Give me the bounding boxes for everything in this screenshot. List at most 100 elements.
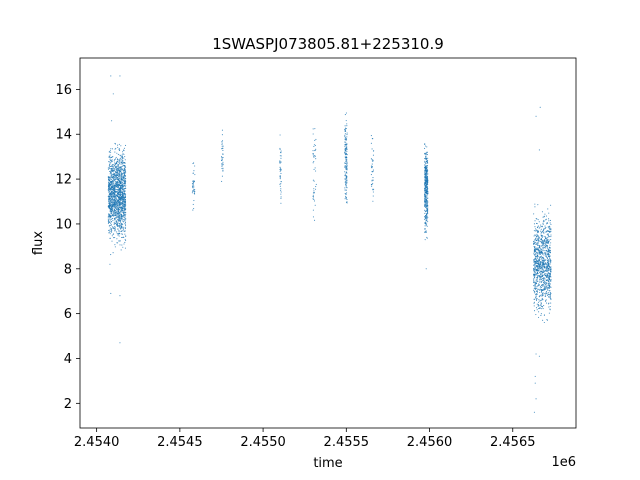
data-point	[537, 274, 539, 277]
data-point	[535, 217, 537, 220]
data-point	[117, 233, 119, 235]
data-point	[117, 165, 119, 167]
data-point	[123, 153, 125, 155]
data-point	[550, 297, 552, 300]
data-point	[119, 159, 121, 161]
data-point	[116, 208, 118, 210]
data-point	[345, 168, 347, 170]
data-point	[544, 259, 546, 261]
data-point	[110, 193, 112, 195]
data-point	[124, 193, 126, 195]
data-point	[542, 308, 544, 310]
data-point	[535, 256, 537, 258]
data-point	[112, 166, 114, 168]
data-point	[536, 253, 538, 255]
data-point	[111, 191, 113, 193]
data-point	[537, 248, 539, 250]
data-point	[345, 189, 347, 191]
data-point	[427, 200, 429, 202]
data-point	[115, 210, 117, 212]
data-point	[125, 213, 127, 215]
data-point	[535, 279, 537, 281]
data-point	[191, 182, 193, 185]
data-point	[193, 189, 195, 191]
data-point	[108, 197, 110, 199]
data-point	[424, 179, 427, 181]
data-point	[533, 254, 536, 256]
data-point	[427, 221, 429, 223]
data-point	[535, 295, 537, 297]
data-point	[109, 263, 111, 265]
data-point	[346, 164, 348, 166]
data-point	[549, 280, 552, 282]
data-point	[346, 123, 348, 125]
data-point	[534, 261, 537, 263]
data-point	[539, 279, 541, 281]
data-point	[113, 215, 115, 217]
data-point	[120, 193, 122, 195]
data-point	[122, 165, 124, 167]
data-point	[221, 157, 223, 159]
data-point	[537, 284, 539, 286]
data-point	[117, 183, 119, 185]
data-point	[111, 221, 113, 223]
data-point	[120, 145, 122, 147]
data-point	[116, 194, 118, 196]
data-point	[192, 163, 194, 165]
data-point	[537, 276, 539, 278]
data-point	[548, 240, 550, 242]
data-point	[346, 157, 348, 159]
data-point	[427, 216, 429, 218]
data-point	[114, 178, 116, 180]
data-point	[426, 172, 428, 174]
data-point	[110, 203, 112, 205]
data-point	[344, 166, 346, 168]
data-point	[222, 167, 224, 169]
data-point	[533, 245, 535, 248]
data-point	[123, 164, 125, 166]
data-point	[312, 198, 314, 200]
data-point	[537, 289, 539, 291]
data-point	[121, 225, 123, 227]
data-point	[110, 292, 112, 295]
data-point	[550, 298, 552, 301]
data-point	[544, 262, 546, 264]
data-point	[538, 275, 540, 277]
data-point	[124, 155, 126, 158]
data-point	[111, 226, 113, 228]
data-point	[111, 218, 113, 220]
data-point	[540, 238, 543, 240]
data-point	[279, 134, 281, 136]
data-point	[121, 159, 123, 162]
data-point	[535, 228, 537, 230]
data-point	[121, 198, 123, 201]
data-point	[535, 270, 537, 272]
data-point	[118, 223, 120, 225]
data-point	[221, 167, 223, 169]
data-point	[108, 187, 110, 189]
data-point	[345, 180, 347, 182]
x-tick-label: 2.4540	[74, 435, 120, 450]
data-point	[537, 266, 539, 269]
data-point	[536, 286, 538, 288]
data-point	[109, 214, 111, 217]
data-point	[534, 382, 536, 384]
data-point	[346, 192, 348, 194]
data-point	[426, 187, 428, 189]
data-point	[193, 185, 195, 187]
data-point	[109, 158, 111, 160]
data-point	[534, 274, 536, 276]
data-point	[118, 214, 120, 216]
data-point	[110, 201, 112, 203]
data-point	[426, 223, 428, 225]
data-point	[346, 166, 348, 168]
data-point	[537, 270, 539, 272]
data-point	[534, 286, 536, 288]
data-point	[547, 284, 549, 286]
data-point	[425, 211, 427, 213]
data-point	[116, 211, 118, 213]
data-point	[119, 197, 122, 199]
data-point	[108, 151, 110, 153]
data-point	[117, 171, 119, 173]
data-point	[345, 194, 347, 196]
